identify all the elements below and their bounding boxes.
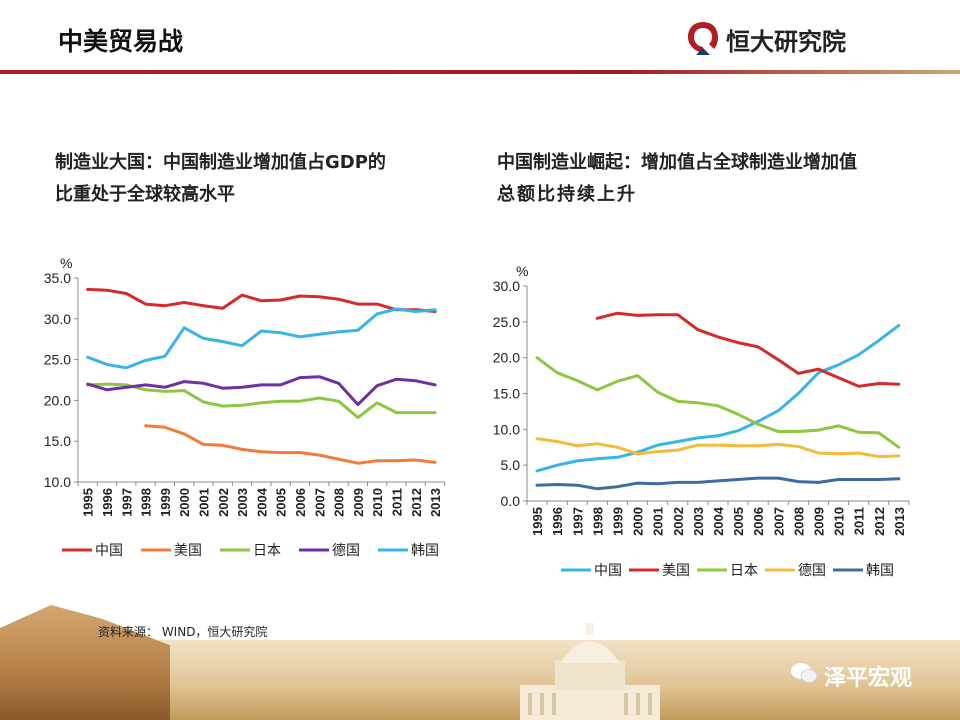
x-tick-label: 1996 xyxy=(100,488,115,517)
y-axis-unit-label: % xyxy=(60,255,72,271)
legend-label-4: 德国 xyxy=(332,542,360,558)
x-tick-label: 2012 xyxy=(872,507,887,536)
series-line-3 xyxy=(535,356,901,449)
left-chart-heading-line1: 制造业大国：中国制造业增加值占GDP的 xyxy=(55,152,386,173)
x-tick-label: 1995 xyxy=(530,507,545,536)
x-tick-label: 1999 xyxy=(610,507,625,536)
x-tick-label: 2005 xyxy=(731,507,746,536)
x-tick-label: 2010 xyxy=(832,507,847,536)
series-line-2 xyxy=(595,311,901,388)
x-tick-label: 2001 xyxy=(651,507,666,536)
watermark-text: 泽平宏观 xyxy=(824,666,913,691)
x-tick-label: 2008 xyxy=(332,488,347,517)
x-tick-label: 2004 xyxy=(711,506,726,536)
x-tick-label: 2011 xyxy=(389,488,404,516)
x-tick-label: 2013 xyxy=(892,507,907,536)
series-line-1 xyxy=(86,287,437,313)
x-tick-label: 2006 xyxy=(751,507,766,536)
x-tick-label: 1997 xyxy=(119,488,134,517)
series-line-4 xyxy=(535,437,901,459)
x-tick-label: 2009 xyxy=(351,488,366,517)
x-tick-label: 2002 xyxy=(671,507,686,536)
y-tick-label: 10.0 xyxy=(44,474,71,490)
header-divider xyxy=(0,70,960,74)
y-tick-label: 25.0 xyxy=(44,352,71,368)
y-tick-label: 10.0 xyxy=(493,421,520,437)
data-source-note: 资料来源： WIND，恒大研究院 xyxy=(98,625,268,639)
x-tick-label: 2013 xyxy=(428,488,443,517)
x-tick-label: 1996 xyxy=(550,507,565,536)
right-chart-heading-line1: 中国制造业崛起：增加值占全球制造业增加值 xyxy=(497,152,857,173)
y-tick-label: 25.0 xyxy=(493,314,520,330)
x-tick-label: 2003 xyxy=(691,507,706,536)
x-tick-label: 2007 xyxy=(771,507,786,536)
x-tick-label: 2002 xyxy=(216,488,231,517)
y-axis-unit-label: % xyxy=(516,263,528,279)
x-tick-label: 2011 xyxy=(852,507,867,535)
legend-label-3: 日本 xyxy=(253,542,281,558)
left-chart-heading-line2: 比重处于全球较高水平 xyxy=(55,184,235,205)
right-chart-heading: 中国制造业崛起：增加值占全球制造业增加值 总额比持续上升 xyxy=(497,147,947,211)
page-title: 中美贸易战 xyxy=(58,27,184,56)
legend-label-2: 美国 xyxy=(174,542,202,558)
right-chart-heading-line2: 总额比持续上升 xyxy=(497,184,637,205)
legend-label-4: 德国 xyxy=(798,562,826,578)
y-tick-label: 15.0 xyxy=(44,433,71,449)
x-tick-label: 2008 xyxy=(791,507,806,536)
x-tick-label: 2012 xyxy=(409,488,424,517)
series-line-1 xyxy=(535,323,901,473)
x-tick-label: 1999 xyxy=(158,488,173,517)
y-tick-label: 35.0 xyxy=(44,270,71,286)
x-tick-label: 2001 xyxy=(196,488,211,517)
y-tick-label: 15.0 xyxy=(493,386,520,402)
x-tick-label: 2000 xyxy=(631,507,646,536)
x-tick-label: 2007 xyxy=(312,488,327,517)
legend-label-5: 韩国 xyxy=(411,542,439,558)
x-tick-label: 2005 xyxy=(274,488,289,517)
left-chart-heading: 制造业大国：中国制造业增加值占GDP的 比重处于全球较高水平 xyxy=(55,147,455,211)
y-tick-label: 0.0 xyxy=(501,493,521,509)
x-tick-label: 2000 xyxy=(177,488,192,517)
y-tick-label: 20.0 xyxy=(493,350,520,366)
legend-label-1: 中国 xyxy=(594,562,622,578)
x-tick-label: 2010 xyxy=(370,488,385,517)
series-line-3 xyxy=(86,382,437,419)
legend-label-3: 日本 xyxy=(730,562,758,578)
y-tick-label: 5.0 xyxy=(501,457,521,473)
legend-label-5: 韩国 xyxy=(866,562,894,578)
x-tick-label: 1998 xyxy=(139,488,154,517)
x-tick-label: 2009 xyxy=(811,507,826,536)
x-tick-label: 1998 xyxy=(590,507,605,536)
x-tick-label: 1995 xyxy=(81,488,96,517)
series-line-2 xyxy=(144,424,437,465)
x-tick-label: 2006 xyxy=(293,488,308,517)
legend-label-1: 中国 xyxy=(95,542,123,558)
x-tick-label: 1997 xyxy=(570,507,585,536)
brand-name: 恒大研究院 xyxy=(726,28,846,56)
series-line-5 xyxy=(86,307,437,370)
capitol-building-image xyxy=(520,623,660,720)
y-tick-label: 20.0 xyxy=(44,392,71,408)
legend-label-2: 美国 xyxy=(662,562,690,578)
series-line-5 xyxy=(535,476,901,491)
x-tick-label: 2004 xyxy=(254,487,269,517)
wechat-icon xyxy=(791,663,818,683)
x-tick-label: 2003 xyxy=(235,488,250,517)
y-tick-label: 30.0 xyxy=(44,311,71,327)
series-line-4 xyxy=(86,375,437,406)
evergrande-logo-icon xyxy=(688,22,718,55)
y-tick-label: 30.0 xyxy=(493,278,520,294)
